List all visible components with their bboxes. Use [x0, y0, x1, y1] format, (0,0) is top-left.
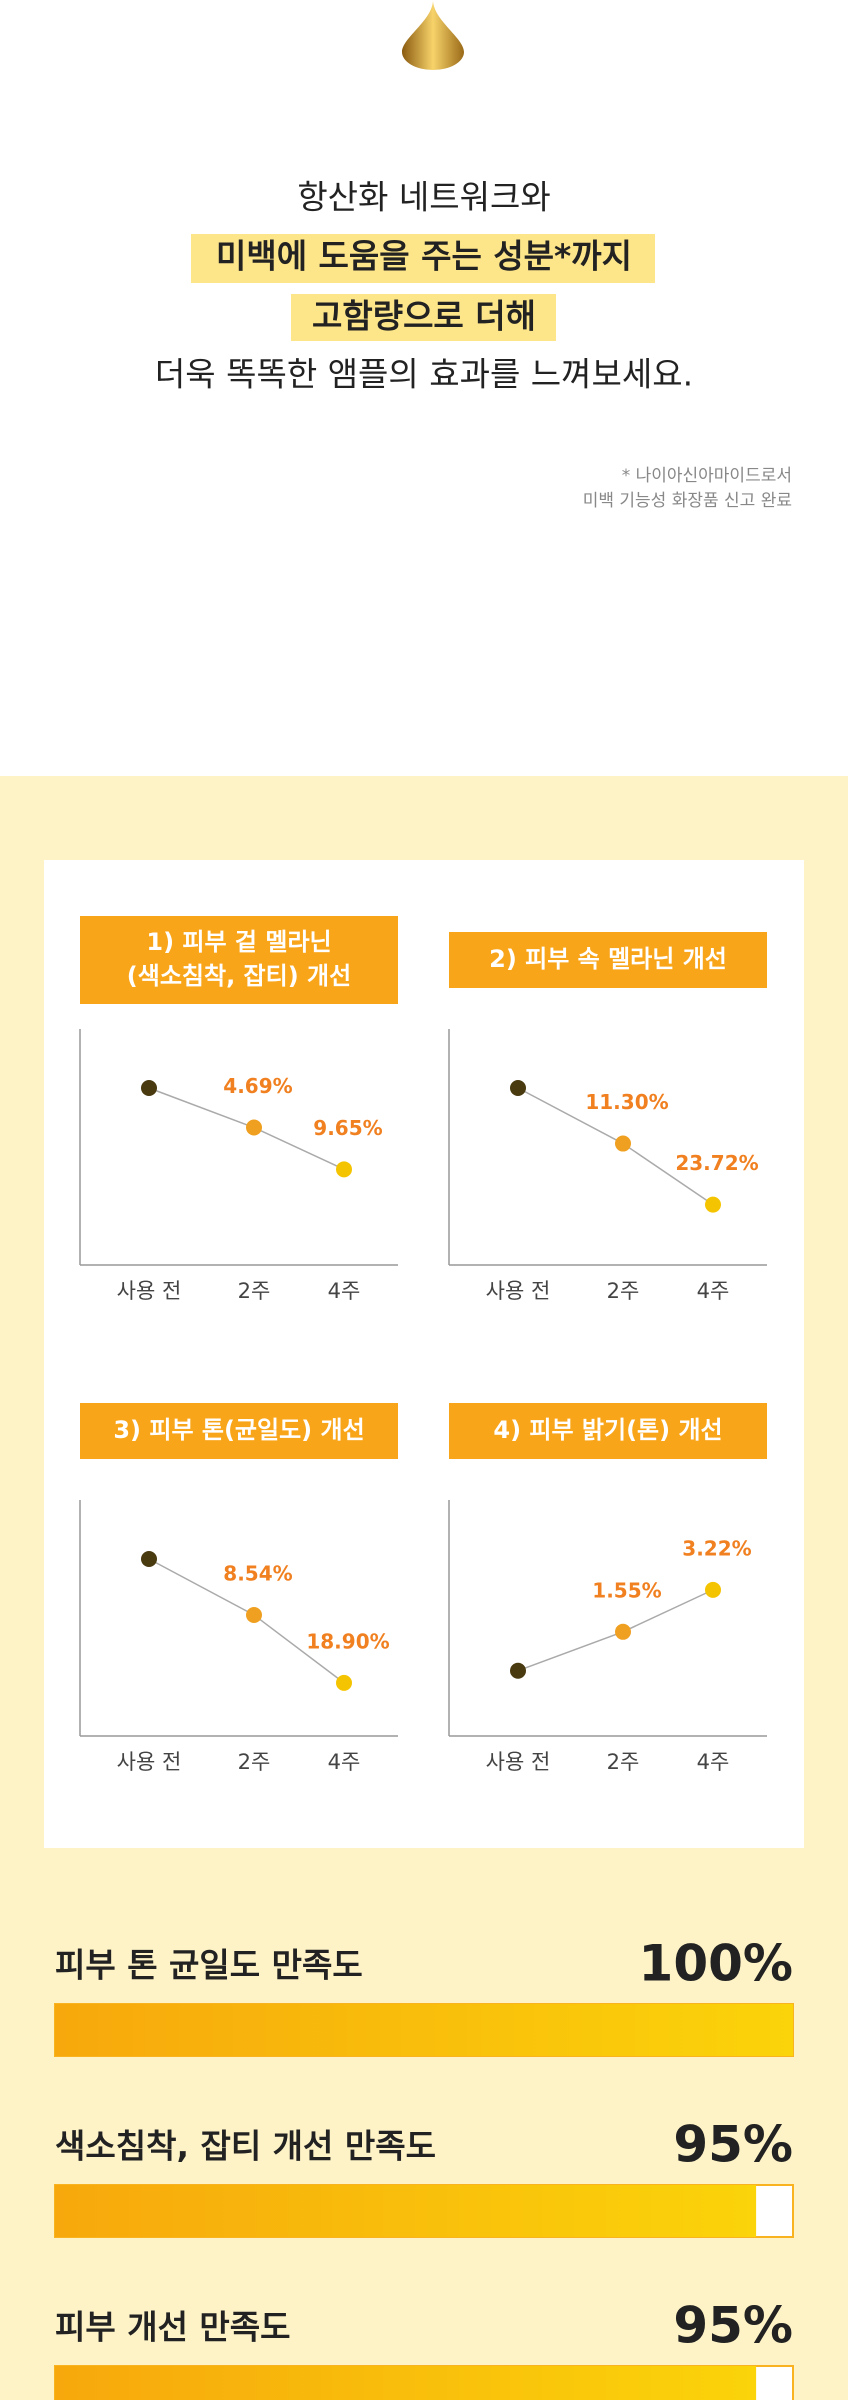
satisfaction-value: 95% [673, 2116, 793, 2174]
x-tick-label: 사용 전 [486, 1750, 551, 1774]
value-label: 18.90% [306, 1629, 389, 1653]
point [615, 1135, 631, 1152]
chart-title-box [449, 932, 767, 988]
note: * 나이아신아마이드로서 [622, 466, 792, 486]
x-tick-label: 2주 [238, 1750, 271, 1774]
value-label: 1.55% [592, 1578, 661, 1602]
intro-line: 미백에 도움을 주는 성분*까지 [216, 237, 632, 276]
chart-title-box [80, 1403, 398, 1459]
point [510, 1080, 526, 1096]
intro-line: 항산화 네트워크와 [297, 178, 550, 217]
x-tick-label: 4주 [328, 1279, 361, 1303]
drop-icon [402, 0, 464, 70]
value-label: 4.69% [223, 1074, 292, 1098]
satisfaction-value: 100% [639, 1935, 793, 1993]
point [615, 1623, 631, 1640]
highlight [191, 234, 655, 283]
chart-title: 1) 피부 겉 멜라닌 (색소침착, 잡티) 개선 [127, 928, 351, 990]
value-label: 9.65% [313, 1116, 382, 1140]
x-tick-label: 2주 [607, 1750, 640, 1774]
x-tick-label: 사용 전 [117, 1750, 182, 1774]
point [246, 1119, 262, 1136]
value-label: 3.22% [682, 1536, 751, 1560]
value-label: 11.30% [585, 1090, 668, 1114]
highlight [291, 294, 556, 341]
chart-title-box [449, 1403, 767, 1459]
value-label: 23.72% [675, 1151, 758, 1175]
bar [55, 2366, 757, 2404]
chart-title: 4) 피부 밝기(톤) 개선 [493, 1416, 722, 1444]
chart-card [44, 860, 804, 1848]
point [705, 1581, 721, 1598]
x-tick-label: 2주 [607, 1279, 640, 1303]
point [246, 1606, 262, 1623]
point [510, 1662, 526, 1679]
bar [55, 2004, 793, 2056]
chart-title-line: 1) 피부 겉 멜라닌 [146, 928, 331, 956]
satisfaction-label: 피부 개선 만족도 [55, 2308, 291, 2347]
note: 미백 기능성 화장품 신고 완료 [583, 491, 792, 511]
point [336, 1674, 352, 1691]
x-tick-label: 4주 [697, 1750, 730, 1774]
x-tick-label: 4주 [697, 1279, 730, 1303]
satisfaction-value: 95% [673, 2297, 793, 2355]
point [705, 1196, 721, 1213]
point [141, 1551, 157, 1567]
value-label: 8.54% [223, 1561, 292, 1585]
point [336, 1161, 352, 1178]
satisfaction-label: 색소침착, 잡티 개선 만족도 [55, 2127, 436, 2166]
x-tick-label: 4주 [328, 1750, 361, 1774]
point [141, 1080, 157, 1096]
intro-line: 고함량으로 더해 [312, 297, 536, 336]
bar [55, 2185, 757, 2237]
satisfaction-label: 피부 톤 균일도 만족도 [55, 1946, 363, 1985]
x-tick-label: 사용 전 [117, 1279, 182, 1303]
intro-line: 더욱 똑똑한 앰플의 효과를 느껴보세요. [155, 355, 693, 394]
x-tick-label: 2주 [238, 1279, 271, 1303]
chart-title: 3) 피부 톤(균일도) 개선 [113, 1416, 364, 1444]
chart-title: 2) 피부 속 멜라닌 개선 [489, 945, 727, 973]
chart-title-line: (색소침착, 잡티) 개선 [127, 962, 351, 990]
x-tick-label: 사용 전 [486, 1279, 551, 1303]
top-bg [0, 0, 848, 776]
chart-title-box [80, 916, 398, 1004]
